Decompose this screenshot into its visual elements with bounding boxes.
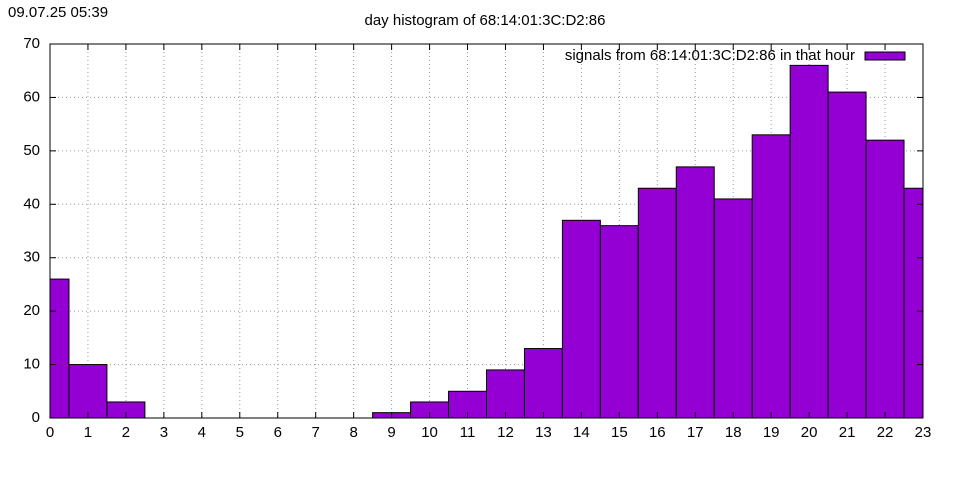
x-tick-label: 18	[725, 424, 742, 441]
x-tick-label: 20	[801, 424, 818, 441]
x-tick-label: 10	[421, 424, 438, 441]
bar	[865, 139, 905, 418]
bar	[561, 219, 601, 418]
legend-swatch	[864, 51, 906, 61]
bar	[751, 134, 791, 418]
x-tick-label: 21	[839, 424, 856, 441]
legend-label: signals from 68:14:01:3C:D2:86 in that h…	[565, 47, 855, 64]
bar	[106, 401, 146, 418]
chart-title: day histogram of 68:14:01:3C:D2:86	[365, 12, 606, 29]
plot-frame	[49, 43, 924, 419]
x-tick-label: 17	[687, 424, 704, 441]
y-tick-label: 50	[23, 142, 40, 159]
x-tick-label: 23	[915, 424, 932, 441]
x-tick-label: 1	[84, 424, 92, 441]
y-tick-label: 60	[23, 88, 40, 105]
bar	[599, 225, 639, 418]
y-tick-label: 10	[23, 356, 40, 373]
x-tick-label: 13	[535, 424, 552, 441]
x-tick-label: 7	[312, 424, 320, 441]
bar	[637, 187, 677, 418]
bar	[789, 64, 829, 418]
x-tick-label: 14	[573, 424, 590, 441]
x-tick-label: 0	[46, 424, 54, 441]
x-tick-label: 16	[649, 424, 666, 441]
y-tick-label: 0	[32, 409, 40, 426]
x-tick-label: 6	[274, 424, 282, 441]
x-tick-label: 19	[763, 424, 780, 441]
y-tick-label: 70	[23, 35, 40, 52]
bar	[50, 278, 70, 418]
bar	[523, 348, 563, 418]
x-tick-label: 15	[611, 424, 628, 441]
bar	[486, 369, 525, 418]
x-tick-label: 3	[160, 424, 168, 441]
x-tick-label: 4	[198, 424, 206, 441]
y-tick-label: 30	[23, 249, 40, 266]
x-tick-label: 8	[349, 424, 357, 441]
bar	[827, 91, 867, 418]
x-tick-label: 11	[460, 424, 476, 441]
x-tick-label: 9	[387, 424, 395, 441]
x-tick-label: 5	[236, 424, 244, 441]
bar	[68, 364, 108, 418]
y-tick-label: 40	[23, 195, 40, 212]
bar	[675, 166, 715, 418]
y-tick-label: 20	[23, 302, 40, 319]
x-tick-label: 22	[877, 424, 894, 441]
x-tick-label: 12	[497, 424, 514, 441]
bar	[713, 198, 753, 418]
x-tick-label: 2	[122, 424, 130, 441]
timestamp: 09.07.25 05:39	[8, 4, 108, 21]
